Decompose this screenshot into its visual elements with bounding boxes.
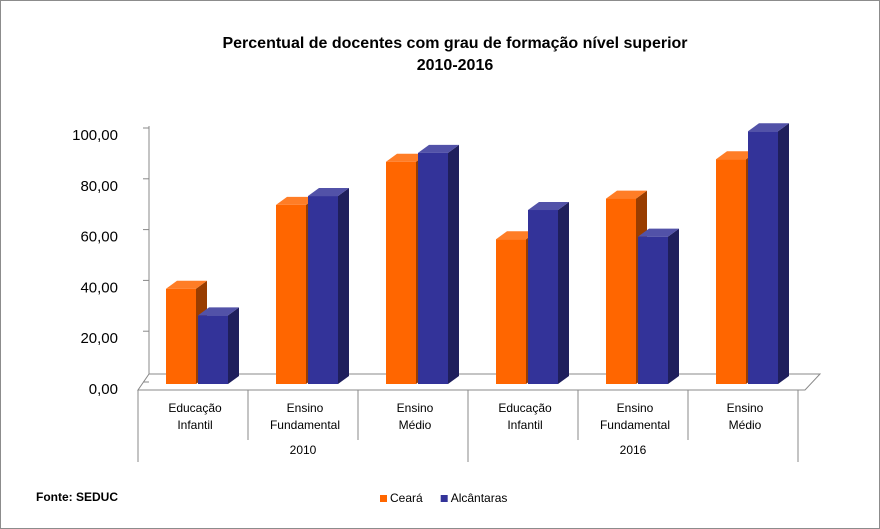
- bar: [528, 202, 569, 384]
- x-tick-label: Ensino: [727, 401, 764, 415]
- bar-front: [386, 161, 416, 384]
- bar-front: [308, 196, 338, 384]
- bar: [418, 144, 459, 384]
- legend-label: Alcântaras: [451, 491, 508, 505]
- x-tick-label: Fundamental: [270, 418, 340, 432]
- bar: [198, 307, 239, 384]
- bar-top: [198, 307, 239, 316]
- source-note: Fonte: SEDUC: [36, 490, 118, 504]
- bar-top: [748, 123, 789, 132]
- bar-front: [166, 288, 196, 384]
- bar-front: [496, 239, 526, 384]
- x-tick-label: Infantil: [507, 418, 542, 432]
- bar-front: [638, 236, 668, 384]
- bar-front: [748, 131, 778, 384]
- group-label: 2010: [290, 443, 317, 457]
- bar-top: [308, 188, 349, 197]
- bar-side: [558, 202, 569, 384]
- bar-side: [778, 123, 789, 385]
- y-tick-label: 0,00: [89, 381, 118, 398]
- bar-top: [638, 228, 679, 237]
- x-tick-label: Educação: [498, 401, 552, 415]
- x-tick-label: Ensino: [397, 401, 434, 415]
- bar-top: [276, 196, 317, 205]
- chart-title: Percentual de docentes com grau de forma…: [222, 35, 687, 52]
- x-tick-label: Fundamental: [600, 418, 670, 432]
- bar: [748, 123, 789, 385]
- bar-top: [386, 153, 427, 162]
- bar-top: [496, 231, 537, 240]
- y-tick-label: 60,00: [80, 229, 118, 246]
- bar: [638, 228, 679, 384]
- bar-top: [606, 190, 647, 199]
- bar-front: [276, 204, 306, 384]
- bar-top: [166, 280, 207, 289]
- bar-top: [418, 144, 459, 153]
- x-tick-label: Infantil: [177, 418, 212, 432]
- group-label: 2016: [620, 443, 647, 457]
- y-tick-label: 20,00: [80, 330, 118, 347]
- x-tick-label: Ensino: [287, 401, 324, 415]
- y-tick-label: 100,00: [72, 127, 118, 144]
- x-tick-label: Ensino: [617, 401, 654, 415]
- bar-front: [716, 159, 746, 384]
- bar-side: [668, 228, 679, 384]
- chart-subtitle: 2010-2016: [417, 57, 494, 74]
- bar-front: [528, 210, 558, 384]
- bar-front: [606, 198, 636, 384]
- bar: [308, 188, 349, 384]
- x-tick-label: Médio: [729, 418, 762, 432]
- bar-side: [338, 188, 349, 384]
- y-tick-label: 80,00: [80, 178, 118, 195]
- bar-top: [528, 202, 569, 211]
- x-tick-label: Educação: [168, 401, 222, 415]
- bar-side: [448, 144, 459, 384]
- y-tick-label: 40,00: [80, 279, 118, 296]
- bar-front: [198, 315, 228, 384]
- bar-top: [716, 151, 757, 160]
- legend-label: Ceará: [390, 491, 423, 505]
- bar-side: [228, 307, 239, 384]
- legend-swatch: [380, 495, 387, 502]
- x-tick-label: Médio: [399, 418, 432, 432]
- legend-swatch: [440, 495, 448, 502]
- bar-front: [418, 152, 448, 384]
